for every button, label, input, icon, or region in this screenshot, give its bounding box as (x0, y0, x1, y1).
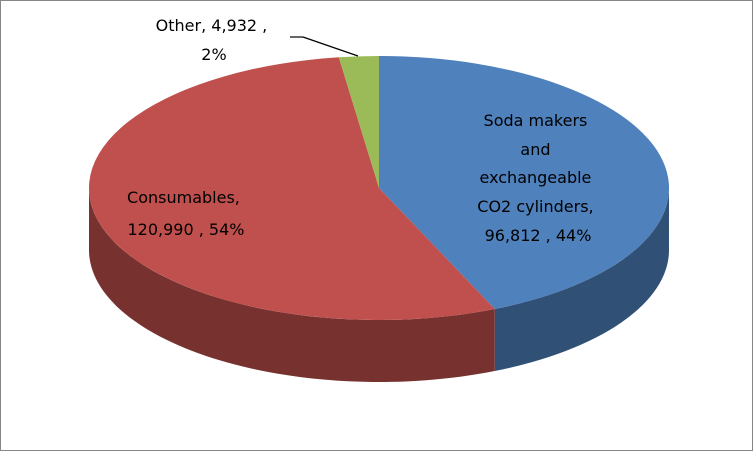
slice-consumables (88, 57, 495, 321)
slice-other (338, 56, 379, 188)
slice-label-soda: Soda makers and exchangeable CO2 cylinde… (477, 111, 598, 245)
slice-label-consumables: Consumables, 120,990 , 54% (127, 188, 245, 239)
slice-side-consumables (89, 188, 495, 382)
slice-soda (379, 56, 669, 310)
slice-side-soda (494, 188, 669, 372)
leader-line-other-diag (302, 36, 359, 57)
slice-label-other: Other, 4,932 , 2% (156, 16, 273, 64)
